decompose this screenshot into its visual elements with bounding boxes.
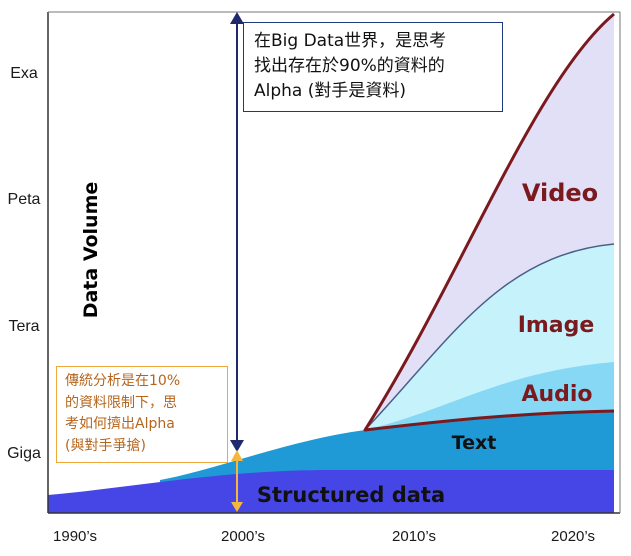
unstructured-outline <box>363 12 615 432</box>
y-tick-peta: Peta <box>8 191 41 208</box>
y-tick-giga: Giga <box>7 445 41 462</box>
big-data-annotation-box: 在Big Data世界，是思考 找出存在於90%的資料的 Alpha (對手是資… <box>243 22 503 112</box>
traditional-analysis-annotation-box: 傳統分析是在10% 的資料限制下，思 考如何擠出Alpha (與對手爭搶) <box>56 366 228 463</box>
arrows <box>230 12 244 512</box>
area-layers <box>48 12 615 513</box>
x-tick-2: 2000’s <box>221 528 265 545</box>
series-labels: Video Image Audio Text Structured data <box>257 179 598 507</box>
y-tick-exa: Exa <box>10 65 38 82</box>
traditional-line-4: (與對手爭搶) <box>65 437 146 454</box>
big-data-arrow-head-down <box>230 440 244 452</box>
boundary-image-video <box>364 243 615 431</box>
x-tick-4: 2020’s <box>551 528 595 545</box>
area-structured-data <box>48 470 614 513</box>
big-data-arrow-head-up <box>230 12 244 24</box>
label-image: Image <box>518 313 595 338</box>
y-tick-tera: Tera <box>8 318 39 335</box>
traditional-arrow-head-up <box>231 450 243 461</box>
y-axis-label: Data Volume <box>80 182 102 319</box>
traditional-line-1: 傳統分析是在10% <box>65 373 181 389</box>
label-audio: Audio <box>521 382 592 407</box>
x-tick-1: 1990’s <box>53 528 97 545</box>
traditional-line-3: 考如何擠出Alpha <box>65 416 175 432</box>
axes <box>47 11 621 514</box>
traditional-arrow-head-down <box>231 502 243 512</box>
big-data-line-3: Alpha (對手是資料) <box>254 81 407 101</box>
label-video: Video <box>522 179 598 207</box>
label-structured-data: Structured data <box>257 483 445 507</box>
label-text: Text <box>452 432 497 454</box>
traditional-line-2: 的資料限制下，思 <box>65 394 177 411</box>
big-data-line-2: 找出存在於90%的資料的 <box>254 56 445 76</box>
x-tick-3: 2010’s <box>392 528 436 545</box>
tick-labels: Giga Tera Peta Exa 1990’s 2000’s 2010’s 2020’s D… <box>7 65 595 545</box>
big-data-line-1: 在Big Data世界，是思考 <box>254 31 447 51</box>
